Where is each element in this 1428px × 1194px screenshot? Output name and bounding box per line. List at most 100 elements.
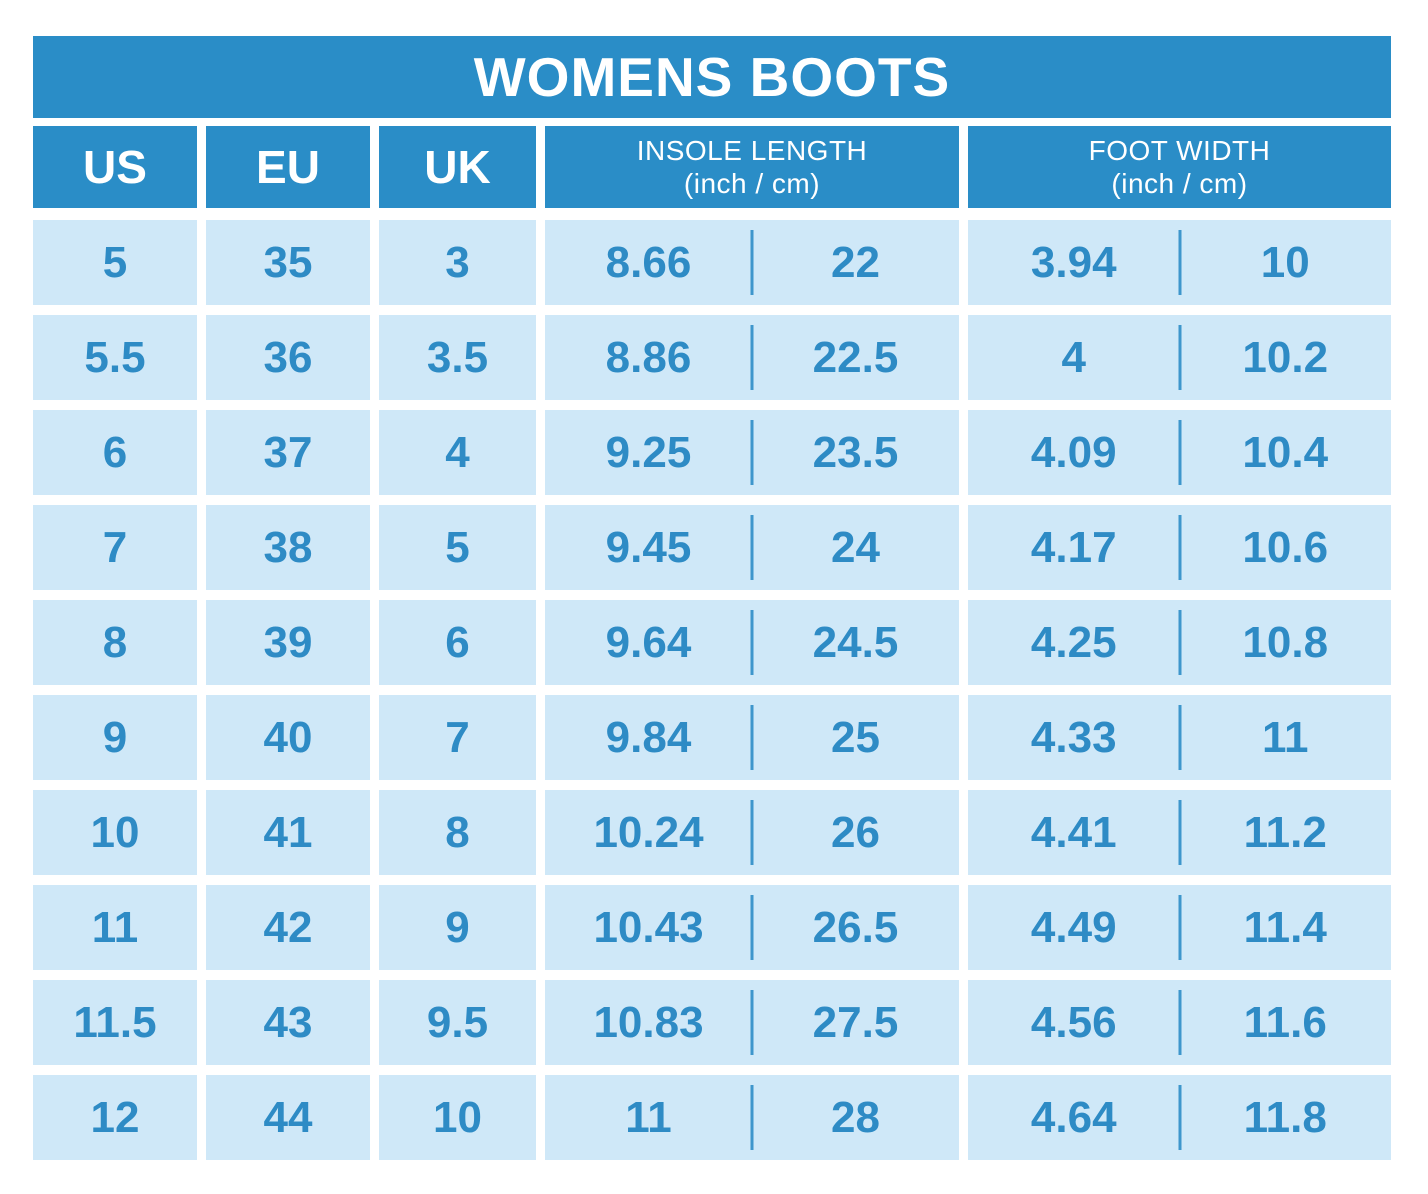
foot-width-cell: 4.17 10.6 (968, 505, 1391, 590)
insole-cm-value: 22.5 (812, 332, 899, 382)
us-size-cell: 9 (33, 695, 197, 780)
insole-cm-value: 26.5 (812, 902, 899, 952)
insole-inch-value: 8.86 (605, 332, 692, 382)
insole-cm-value: 23.5 (812, 427, 899, 477)
divider-line (1178, 705, 1181, 770)
foot-width-cell: 4.49 11.4 (968, 885, 1391, 970)
header-row: US EU UK INSOLE LENGTH (inch / cm) FOOT … (33, 126, 1391, 208)
foot-width-header-line1: FOOT WIDTH (1088, 134, 1271, 166)
foot-width-inch-value: 4.09 (1030, 427, 1117, 477)
insole-inch-value: 11 (625, 1092, 672, 1142)
eu-size-cell: 41 (206, 790, 370, 875)
eu-size-cell: 43 (206, 980, 370, 1065)
column-header-us: US (33, 126, 197, 208)
insole-cm-value: 24 (831, 522, 880, 572)
foot-width-inch-value: 4 (1061, 332, 1086, 382)
foot-width-cm-value: 11 (1261, 712, 1309, 762)
uk-size-cell: 7 (379, 695, 536, 780)
table-row: 5 35 3 8.66 22 3.94 10 (33, 220, 1391, 305)
divider-line (1178, 895, 1181, 960)
foot-width-cell: 4.56 11.6 (968, 980, 1391, 1065)
insole-length-cell: 10.43 26.5 (545, 885, 959, 970)
insole-length-cell: 8.66 22 (545, 220, 959, 305)
eu-size-cell: 37 (206, 410, 370, 495)
insole-header-line2: (inch / cm) (683, 168, 821, 199)
uk-size-cell: 8 (379, 790, 536, 875)
size-chart-table: WOMENS BOOTS US EU UK INSOLE LENGTH (inc… (33, 36, 1391, 1170)
insole-cm-value: 27.5 (812, 997, 899, 1047)
foot-width-cell: 4.64 11.8 (968, 1075, 1391, 1160)
insole-header-line1: INSOLE LENGTH (636, 134, 868, 166)
insole-inch-value: 8.66 (605, 237, 692, 287)
insole-inch-value: 10.83 (593, 997, 704, 1047)
insole-length-cell: 10.24 26 (545, 790, 959, 875)
table-row: 12 44 10 11 28 4.64 11.8 (33, 1075, 1391, 1160)
divider-line (1178, 800, 1181, 865)
us-size-cell: 6 (33, 410, 197, 495)
foot-width-inch-value: 3.94 (1030, 237, 1117, 287)
foot-width-cm-value: 10.4 (1242, 427, 1329, 477)
foot-width-cm-value: 10.8 (1242, 617, 1329, 667)
table-row: 7 38 5 9.45 24 4.17 10.6 (33, 505, 1391, 590)
foot-width-inch-value: 4.64 (1030, 1092, 1117, 1142)
eu-size-cell: 35 (206, 220, 370, 305)
eu-size-cell: 39 (206, 600, 370, 685)
table-row: 11.5 43 9.5 10.83 27.5 4.56 11.6 (33, 980, 1391, 1065)
insole-length-cell: 9.45 24 (545, 505, 959, 590)
insole-length-cell: 10.83 27.5 (545, 980, 959, 1065)
foot-width-inch-value: 4.41 (1030, 807, 1117, 857)
divider-line (750, 895, 754, 960)
divider-line (1178, 230, 1181, 295)
foot-width-cm-value: 11.4 (1243, 902, 1327, 952)
uk-size-cell: 10 (379, 1075, 536, 1160)
uk-size-cell: 3.5 (379, 315, 536, 400)
eu-size-cell: 38 (206, 505, 370, 590)
foot-width-header-line2: (inch / cm) (1111, 168, 1248, 199)
table-row: 5.5 36 3.5 8.86 22.5 4 10.2 (33, 315, 1391, 400)
insole-length-cell: 8.86 22.5 (545, 315, 959, 400)
uk-size-cell: 9.5 (379, 980, 536, 1065)
foot-width-cm-value: 10.6 (1242, 522, 1329, 572)
foot-width-inch-value: 4.25 (1030, 617, 1117, 667)
divider-line (750, 230, 754, 295)
foot-width-cm-value: 11.8 (1243, 1092, 1327, 1142)
chart-title-bar: WOMENS BOOTS (33, 36, 1391, 118)
insole-length-cell: 11 28 (545, 1075, 959, 1160)
insole-length-cell: 9.25 23.5 (545, 410, 959, 495)
foot-width-inch-value: 4.17 (1030, 522, 1117, 572)
foot-width-cell: 4.33 11 (968, 695, 1391, 780)
divider-line (750, 705, 754, 770)
foot-width-cell: 4.25 10.8 (968, 600, 1391, 685)
table-row: 6 37 4 9.25 23.5 4.09 10.4 (33, 410, 1391, 495)
uk-size-cell: 4 (379, 410, 536, 495)
foot-width-cell: 3.94 10 (968, 220, 1391, 305)
us-size-cell: 5 (33, 220, 197, 305)
us-size-cell: 5.5 (33, 315, 197, 400)
uk-size-cell: 5 (379, 505, 536, 590)
insole-inch-value: 9.84 (605, 712, 692, 762)
insole-cm-value: 26 (831, 807, 880, 857)
us-size-cell: 7 (33, 505, 197, 590)
foot-width-cell: 4.09 10.4 (968, 410, 1391, 495)
us-size-cell: 11.5 (33, 980, 197, 1065)
uk-size-cell: 3 (379, 220, 536, 305)
us-size-cell: 12 (33, 1075, 197, 1160)
column-header-eu: EU (206, 126, 370, 208)
us-size-cell: 11 (33, 885, 197, 970)
chart-title: WOMENS BOOTS (473, 46, 951, 108)
foot-width-cm-value: 11.6 (1243, 997, 1327, 1047)
uk-size-cell: 9 (379, 885, 536, 970)
insole-inch-value: 9.45 (605, 522, 692, 572)
column-header-insole-length: INSOLE LENGTH (inch / cm) (545, 126, 959, 208)
foot-width-cm-value: 10.2 (1242, 332, 1329, 382)
foot-width-inch-value: 4.49 (1030, 902, 1117, 952)
divider-line (750, 800, 754, 865)
divider-line (750, 325, 754, 390)
insole-cm-value: 24.5 (812, 617, 899, 667)
insole-length-cell: 9.64 24.5 (545, 600, 959, 685)
divider-line (1178, 610, 1181, 675)
column-header-foot-width: FOOT WIDTH (inch / cm) (968, 126, 1391, 208)
insole-length-cell: 9.84 25 (545, 695, 959, 780)
divider-line (750, 420, 754, 485)
